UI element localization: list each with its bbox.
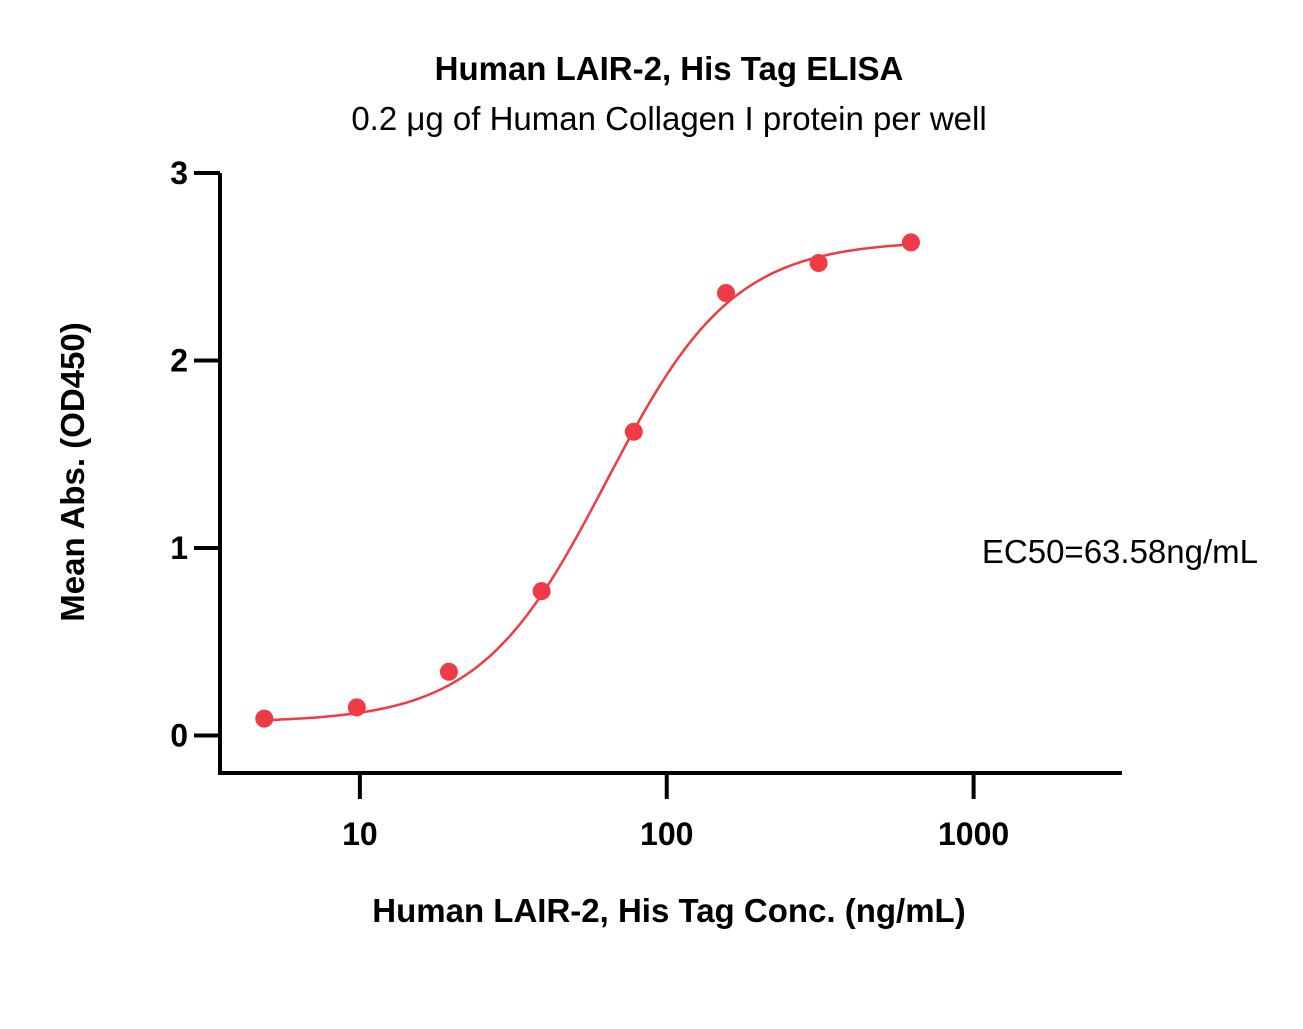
x-tick-label: 100	[640, 816, 693, 852]
x-axis-label: Human LAIR-2, His Tag Conc. (ng/mL)	[372, 892, 965, 929]
data-point	[347, 698, 366, 717]
x-tick-label: 1000	[938, 816, 1009, 852]
data-point	[901, 233, 920, 252]
x-axis: 10 100 1000	[218, 771, 1122, 852]
data-point	[532, 582, 551, 601]
y-tick-label: 0	[170, 718, 188, 754]
y-axis: 0 1 2 3	[170, 155, 222, 773]
data-point	[624, 422, 643, 441]
fit-curve	[264, 243, 912, 722]
chart-title: Human LAIR-2, His Tag ELISA	[435, 50, 904, 87]
data-point	[439, 662, 458, 681]
data-point	[717, 284, 736, 302]
y-axis-label: Mean Abs. (OD450)	[54, 322, 91, 622]
x-tick-label: 10	[342, 816, 378, 852]
data-points	[255, 233, 920, 728]
y-tick-label: 3	[170, 155, 188, 191]
y-tick-label: 1	[170, 530, 188, 566]
y-tick-label: 2	[170, 343, 188, 379]
ec50-annotation: EC50=63.58ng/mL	[982, 533, 1258, 570]
data-point	[255, 709, 274, 728]
chart-subtitle: 0.2 μg of Human Collagen I protein per w…	[351, 100, 986, 137]
data-point	[809, 254, 828, 272]
